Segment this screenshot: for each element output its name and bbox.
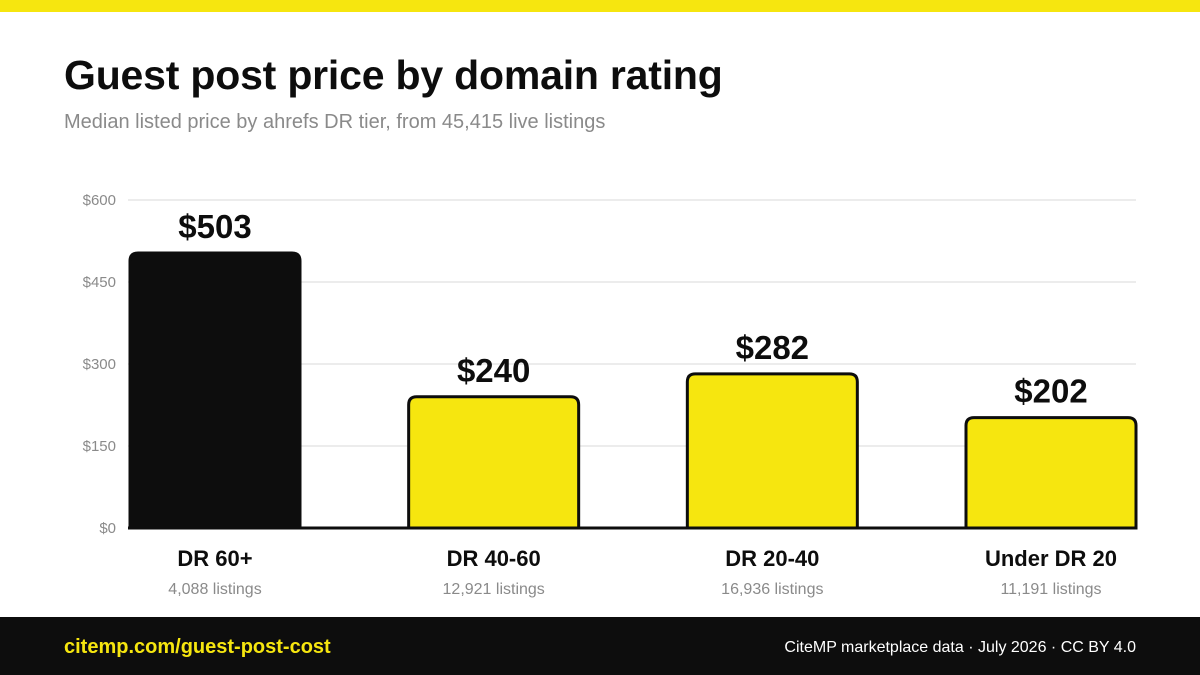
bar-value-label: $240 [457,352,530,389]
footer-url-link[interactable]: citemp.com/guest-post-cost [64,636,331,658]
y-tick-label: $600 [83,192,116,209]
y-tick-label: $450 [83,274,116,291]
y-tick-label: $150 [83,438,116,455]
x-category-label: DR 20-40 [725,546,819,571]
x-category-note: 16,936 listings [721,581,823,598]
x-category-note: 11,191 listings [1000,581,1101,598]
bar-value-label: $282 [736,329,809,366]
x-category-label: Under DR 20 [985,546,1117,571]
bar-value-label: $202 [1014,373,1087,410]
footer-credit: CiteMP marketplace data · July 2026 · CC… [784,639,1136,656]
y-tick-label: $300 [83,356,116,373]
x-category-label: DR 60+ [177,546,252,571]
bar [964,416,1138,530]
footer: citemp.com/guest-post-cost CiteMP market… [0,617,1200,675]
chart-title: Guest post price by domain rating [64,52,723,98]
x-category-label: DR 40-60 [447,546,541,571]
x-category-note: 4,088 listings [168,581,261,598]
y-tick-label: $0 [99,520,116,537]
x-category-note: 12,921 listings [443,581,545,598]
bar-chart: $0 $150 $300 $450 $600 $503 DR 60+ 4,088 listin… [83,192,1138,598]
bar [685,372,859,530]
bar-value-label: $503 [178,208,251,245]
bar [128,251,302,530]
top-accent-bar [0,0,1200,12]
bar [407,395,581,530]
chart-subtitle: Median listed price by ahrefs DR tier, f… [64,111,606,133]
